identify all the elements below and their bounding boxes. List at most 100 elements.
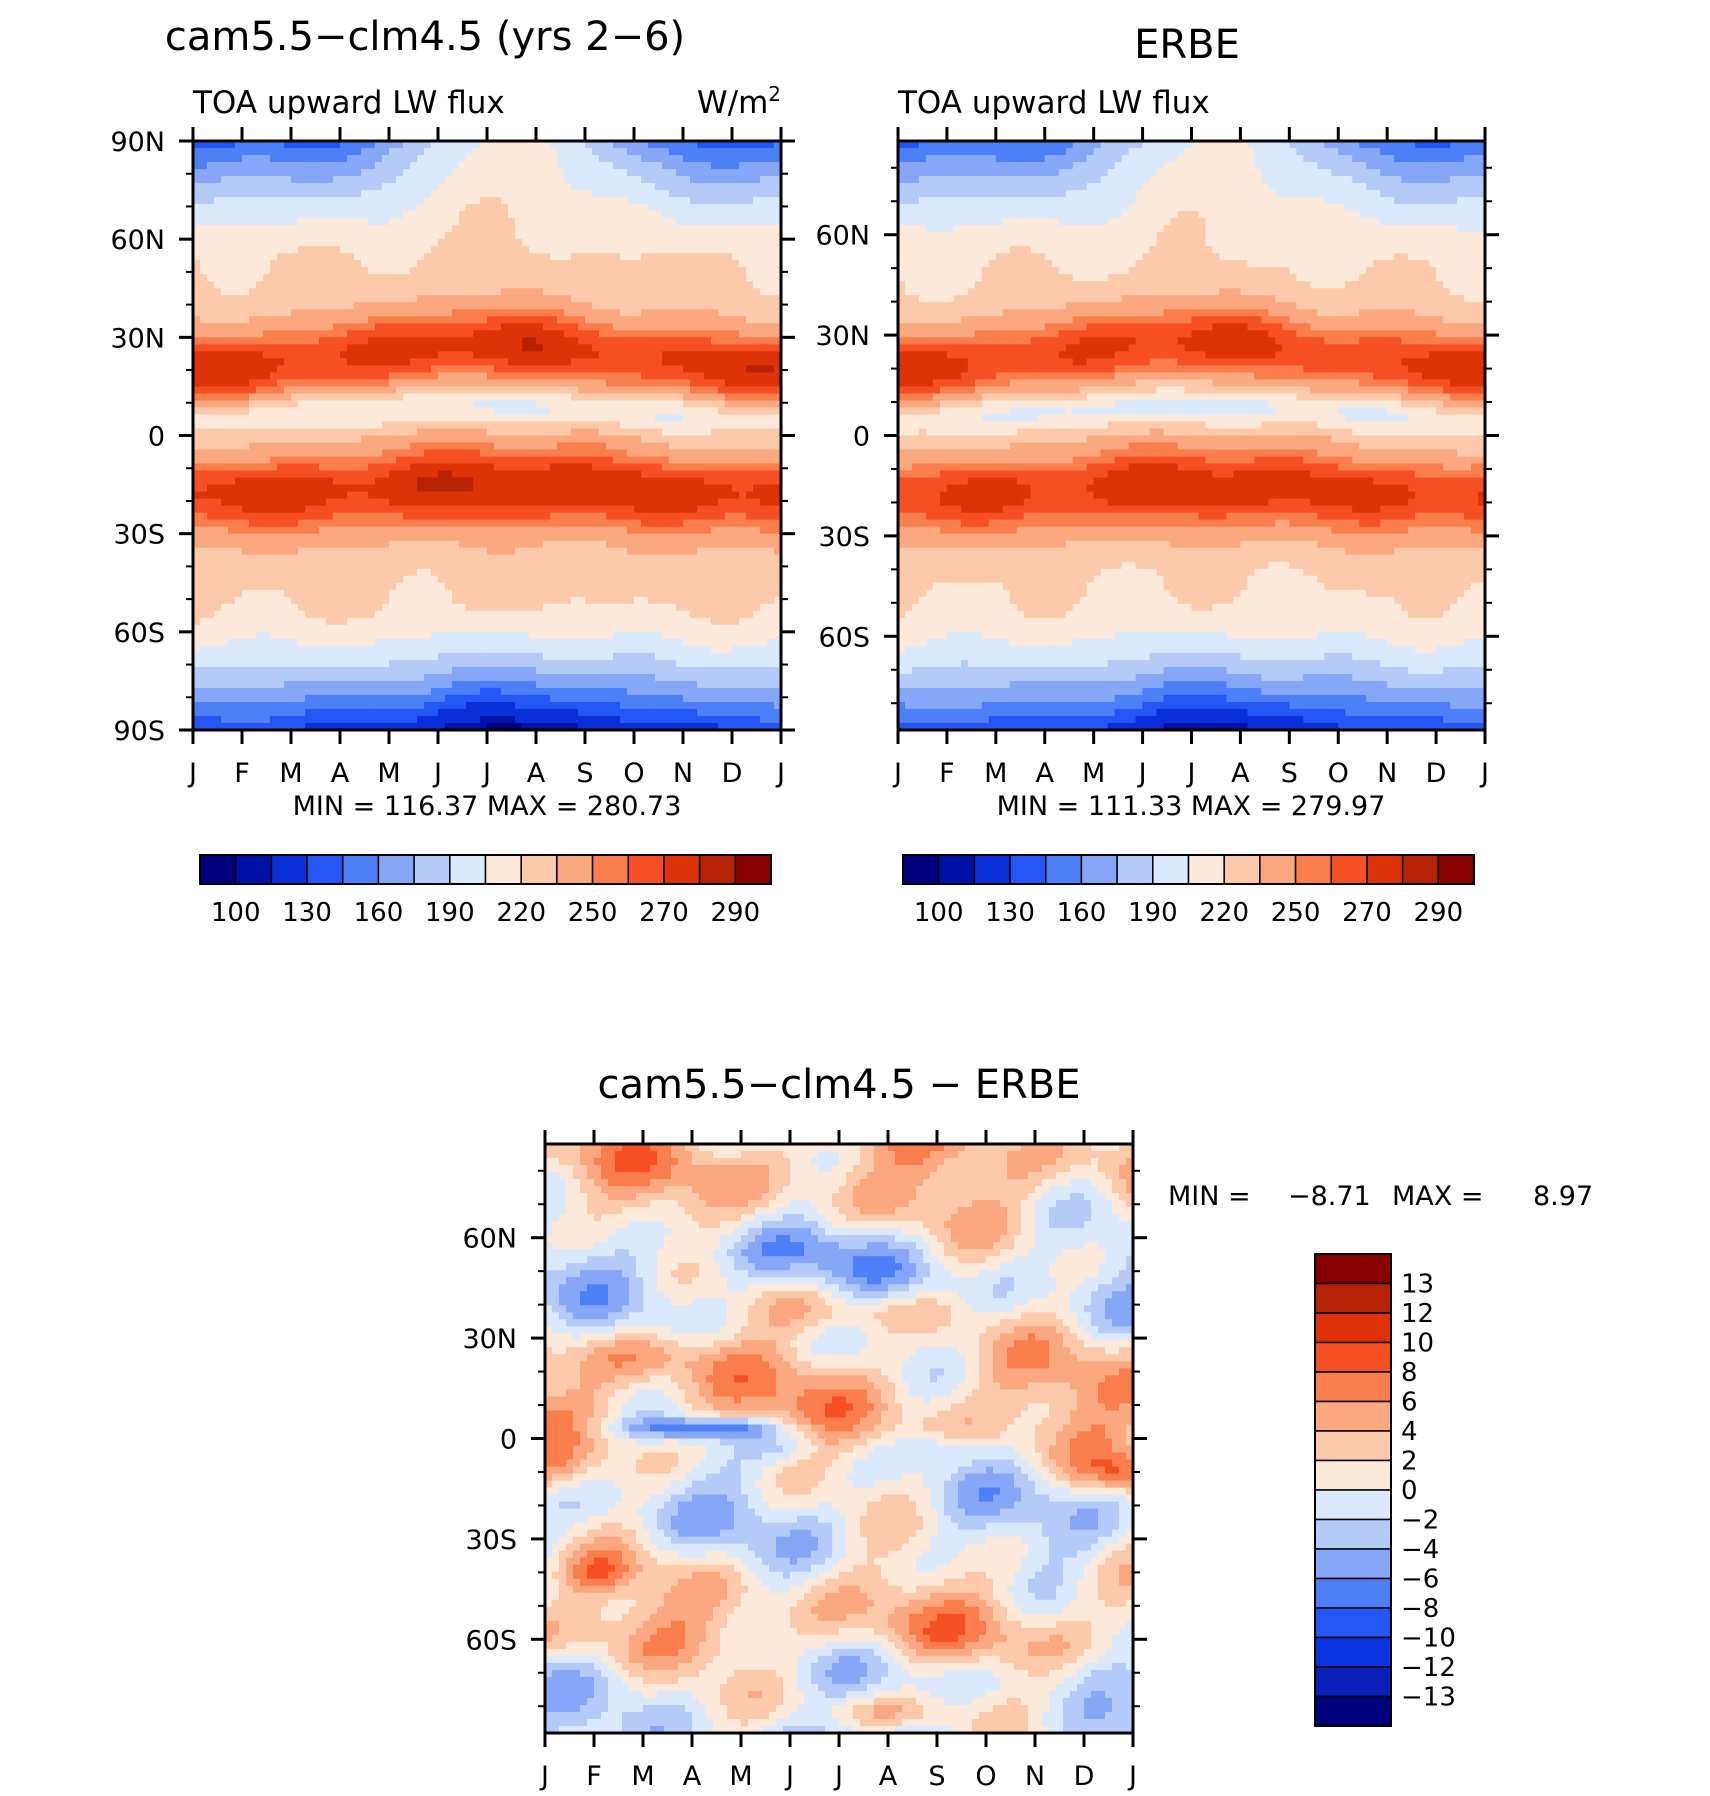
- contour-cell: [459, 281, 467, 289]
- contour-cell: [585, 253, 593, 261]
- contour-cell: [466, 400, 474, 409]
- contour-cell: [501, 372, 509, 380]
- contour-cell: [641, 414, 649, 423]
- contour-cell: [697, 176, 705, 184]
- contour-cell: [599, 197, 607, 205]
- contour-cell: [480, 519, 488, 528]
- contour-cell: [305, 554, 313, 563]
- contour-cell: [340, 358, 348, 366]
- contour-cell: [697, 435, 705, 444]
- contour-cell: [487, 477, 495, 486]
- contour-cell: [536, 183, 544, 191]
- contour-cell: [606, 267, 614, 275]
- contour-cell: [767, 421, 775, 430]
- contour-cell: [417, 239, 425, 247]
- contour-cell: [333, 204, 341, 212]
- contour-cell: [305, 428, 313, 437]
- contour-cell: [662, 155, 670, 163]
- contour-cell: [445, 309, 453, 317]
- contour-cell: [690, 155, 698, 163]
- contour-cell: [214, 484, 222, 493]
- contour-cell: [459, 351, 467, 359]
- contour-cell: [669, 512, 677, 521]
- contour-cell: [417, 365, 425, 373]
- contour-cell: [557, 155, 565, 163]
- contour-cell: [298, 470, 306, 479]
- contour-cell: [739, 274, 747, 282]
- contour-cell: [214, 498, 222, 507]
- contour-cell: [270, 162, 278, 170]
- contour-cell: [228, 253, 236, 261]
- contour-cell: [683, 456, 691, 465]
- contour-cell: [697, 526, 705, 535]
- contour-cell: [669, 491, 677, 500]
- contour-cell: [711, 190, 719, 198]
- contour-cell: [319, 309, 327, 317]
- contour-cell: [753, 197, 761, 205]
- contour-cell: [319, 372, 327, 380]
- contour-cell: [305, 211, 313, 219]
- contour-cell: [375, 526, 383, 535]
- contour-cell: [774, 442, 781, 451]
- contour-cell: [270, 281, 278, 289]
- contour-cell: [613, 428, 621, 437]
- contour-cell: [375, 155, 383, 163]
- contour-cell: [543, 211, 551, 219]
- contour-cell: [522, 407, 530, 416]
- contour-cell: [634, 393, 642, 402]
- contour-cell: [508, 456, 516, 465]
- contour-cell: [655, 372, 663, 380]
- contour-cell: [739, 169, 747, 177]
- contour-cell: [298, 414, 306, 423]
- contour-cell: [200, 484, 208, 493]
- contour-cell: [235, 442, 243, 451]
- contour-cell: [466, 358, 474, 366]
- contour-cell: [466, 386, 474, 395]
- contour-cell: [235, 155, 243, 163]
- contour-cell: [564, 141, 572, 149]
- contour-cell: [249, 155, 257, 163]
- contour-cell: [634, 316, 642, 324]
- contour-cell: [725, 428, 733, 437]
- contour-cell: [221, 484, 229, 493]
- contour-cell: [298, 309, 306, 317]
- contour-cell: [746, 155, 754, 163]
- contour-cell: [508, 449, 516, 458]
- contour-cell: [347, 393, 355, 402]
- contour-cell: [459, 477, 467, 486]
- contour-cell: [221, 288, 229, 296]
- contour-cell: [529, 365, 537, 373]
- contour-cell: [340, 400, 348, 409]
- contour-cell: [354, 260, 362, 268]
- contour-cell: [627, 302, 635, 310]
- contour-cell: [753, 491, 761, 500]
- contour-cell: [571, 442, 579, 451]
- contour-cell: [599, 239, 607, 247]
- contour-cell: [599, 498, 607, 507]
- contour-cell: [725, 288, 733, 296]
- contour-cell: [256, 407, 264, 416]
- contour-cell: [459, 512, 467, 521]
- contour-cell: [683, 246, 691, 254]
- contour-cell: [403, 323, 411, 331]
- contour-cell: [711, 365, 719, 373]
- contour-cell: [389, 372, 397, 380]
- contour-cell: [340, 337, 348, 345]
- contour-cell: [676, 526, 684, 535]
- contour-cell: [361, 204, 369, 212]
- contour-cell: [662, 547, 670, 556]
- contour-cell: [620, 148, 628, 156]
- contour-cell: [298, 204, 306, 212]
- contour-cell: [291, 526, 299, 535]
- contour-cell: [389, 148, 397, 156]
- contour-cell: [410, 505, 418, 514]
- contour-cell: [298, 491, 306, 500]
- contour-cell: [690, 372, 698, 380]
- contour-cell: [459, 463, 467, 472]
- contour-cell: [333, 463, 341, 472]
- contour-cell: [578, 519, 586, 528]
- contour-cell: [557, 442, 565, 451]
- contour-cell: [424, 344, 432, 352]
- contour-cell: [662, 512, 670, 521]
- contour-cell: [375, 407, 383, 416]
